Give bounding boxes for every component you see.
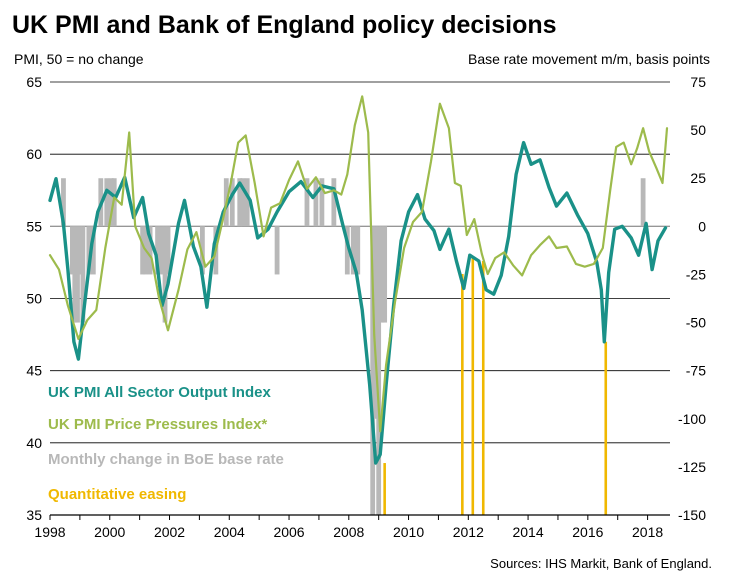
x-tick-label: 2006 — [273, 524, 304, 540]
left-tick-label: 45 — [26, 363, 42, 379]
rate-change-bar — [370, 226, 376, 516]
rate-change-bar — [147, 226, 153, 275]
chart-title: UK PMI and Bank of England policy decisi… — [12, 11, 557, 39]
tick-labels: 1998 2000 2002 2004 2006 2008 2010 2012 2014 2016… — [26, 74, 706, 540]
rate-change-bar — [86, 226, 92, 275]
rate-change-bar — [304, 178, 310, 227]
rate-change-bar — [140, 226, 146, 275]
rate-change-bar — [72, 226, 78, 323]
source-note: Sources: IHS Markit, Bank of England. — [490, 556, 712, 571]
rate-change-bar — [274, 226, 280, 275]
x-tick-label: 2016 — [572, 524, 603, 540]
rate-change-bar — [313, 178, 319, 227]
x-tick-label: 2010 — [393, 524, 424, 540]
rate-change-bar — [165, 226, 171, 275]
left-tick-label: 65 — [26, 74, 42, 90]
rate-change-bar — [376, 226, 382, 516]
output-index-line — [48, 140, 668, 465]
left-tick-label: 60 — [26, 146, 42, 162]
rate-change-bar — [90, 226, 96, 275]
rate-change-bar — [108, 178, 114, 227]
x-tick-label: 1998 — [34, 524, 65, 540]
rate-change-bar — [155, 226, 160, 275]
right-tick-label: 25 — [690, 170, 706, 186]
rate-change-bar — [104, 178, 110, 227]
left-tick-label: 40 — [26, 435, 42, 451]
legend-price-index: UK PMI Price Pressures Index* — [48, 416, 267, 433]
rate-change-bar — [373, 226, 379, 419]
right-tick-label: -125 — [678, 459, 706, 475]
rate-change-bar — [379, 226, 385, 323]
right-tick-label: 0 — [698, 218, 706, 234]
rate-change-bar — [244, 178, 250, 227]
rate-change-bar — [159, 226, 165, 275]
rate-change-bar — [350, 226, 356, 275]
series-lines — [48, 95, 669, 465]
right-tick-label: -150 — [678, 507, 706, 523]
x-tick-label: 2002 — [154, 524, 185, 540]
right-tick-label: 75 — [690, 74, 706, 90]
axes — [49, 514, 670, 520]
rate-change-bar — [162, 226, 168, 323]
rate-change-bar — [331, 178, 337, 227]
rate-change-bar — [237, 178, 243, 227]
rate-change-bar — [80, 226, 86, 323]
legend-output-index: UK PMI All Sector Output Index — [48, 384, 271, 401]
rate-change-bar — [77, 226, 83, 275]
left-tick-label: 50 — [26, 291, 42, 307]
legend-rate-change: Monthly change in BoE base rate — [48, 451, 284, 468]
right-tick-label: -75 — [686, 363, 706, 379]
rate-change-bar — [199, 226, 205, 275]
rate-change-bar — [240, 178, 246, 227]
right-tick-label: -100 — [678, 411, 706, 427]
right-tick-label: -50 — [686, 315, 706, 331]
x-tick-label: 2000 — [94, 524, 125, 540]
x-tick-label: 2018 — [632, 524, 663, 540]
rate-change-bar — [344, 226, 350, 275]
rate-change-bar — [355, 226, 361, 275]
left-axis-label: PMI, 50 = no change — [14, 51, 144, 67]
left-tick-label: 35 — [26, 507, 42, 523]
legend: UK PMI All Sector Output Index UK PMI Pr… — [48, 384, 284, 503]
qe-lines — [383, 258, 608, 515]
left-tick-label: 55 — [26, 218, 42, 234]
price-index-line — [48, 95, 669, 433]
right-tick-label: 50 — [690, 122, 706, 138]
rate-change-bar — [319, 178, 325, 227]
x-tick-label: 2014 — [512, 524, 543, 540]
legend-qe: Quantitative easing — [48, 486, 186, 503]
rate-change-bar — [382, 226, 388, 323]
right-tick-label: -25 — [686, 266, 706, 282]
rate-change-bar — [229, 178, 235, 227]
x-tick-label: 2008 — [333, 524, 364, 540]
x-tick-label: 2012 — [453, 524, 484, 540]
x-tick-label: 2004 — [214, 524, 245, 540]
right-axis-label: Base rate movement m/m, basis points — [468, 51, 710, 67]
rate-change-bar — [640, 178, 646, 227]
rate-change-bar — [61, 178, 66, 227]
